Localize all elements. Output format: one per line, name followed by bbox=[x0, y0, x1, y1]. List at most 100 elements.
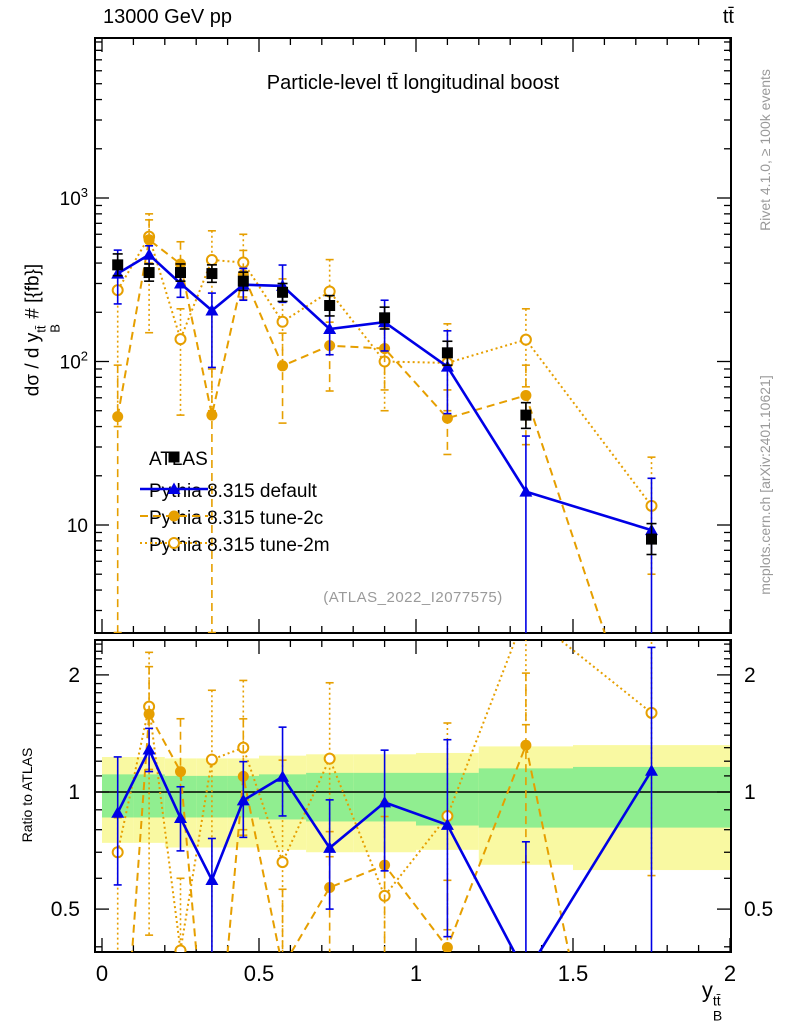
data-point-triangle bbox=[440, 818, 454, 830]
data-point-square bbox=[237, 275, 249, 287]
legend-label-pythia-tune2c: Pythia 8.315 tune-2c bbox=[149, 508, 324, 529]
data-point-triangle bbox=[174, 276, 187, 289]
atlas-marker-icon bbox=[168, 451, 180, 463]
x-tick-label: 1.5 bbox=[558, 961, 589, 986]
ylabel-sub: B bbox=[47, 324, 62, 333]
data-point-triangle bbox=[519, 968, 532, 980]
xlabel-sup: tt̄ bbox=[712, 992, 721, 1009]
main-y-tick-label: 102 bbox=[60, 349, 88, 374]
panel-frames bbox=[94, 37, 732, 953]
data-point-triangle bbox=[205, 304, 219, 316]
data-point-circle-open bbox=[519, 333, 532, 346]
main-y-axis-label: dσ / d y tt̄ B # [{fb}] bbox=[22, 263, 62, 397]
data-point-square bbox=[520, 409, 532, 421]
data-point-triangle bbox=[111, 806, 125, 818]
series-line bbox=[131, 710, 570, 952]
legend-label-pythia-default: Pythia 8.315 default bbox=[149, 481, 317, 502]
ylabel-sup: tt̄ bbox=[33, 325, 49, 333]
ratio-y-tick-label: 2 bbox=[68, 664, 80, 687]
ratio-y-tick-label-right: 1 bbox=[744, 781, 756, 804]
data-point-square bbox=[379, 312, 391, 324]
legend-item-pythia-tune2c: Pythia 8.315 tune-2c bbox=[140, 508, 323, 530]
data-point-circle-open bbox=[323, 752, 336, 765]
data-point-circle-filled bbox=[277, 360, 289, 372]
data-point-circle-filled bbox=[441, 942, 453, 952]
legend-item-atlas: ATLAS bbox=[140, 449, 208, 471]
ratio-series-1 bbox=[111, 646, 658, 980]
main-series-0 bbox=[112, 253, 657, 556]
process-label: tt̄ bbox=[722, 6, 734, 28]
data-point-square bbox=[646, 533, 657, 545]
data-point-triangle bbox=[167, 482, 181, 494]
ratio-y-tick-label-right: 0.5 bbox=[744, 898, 773, 921]
rivet-version-note: Rivet 4.1.0, ≥ 100k events bbox=[757, 69, 773, 231]
legend-item-pythia-default: Pythia 8.315 default bbox=[140, 481, 317, 503]
data-point-circle-open bbox=[205, 753, 218, 766]
data-point-triangle bbox=[378, 795, 392, 808]
ylabel-supsub: tt̄ B bbox=[33, 324, 62, 333]
xlabel-base: y bbox=[701, 977, 713, 1003]
data-point-square bbox=[112, 259, 124, 271]
main-y-tick-label: 103 bbox=[60, 185, 88, 210]
data-point-triangle bbox=[519, 485, 533, 497]
data-point-circle-filled bbox=[175, 766, 186, 778]
x-tick-label: 0 bbox=[96, 961, 108, 986]
beam-energy-label: 13000 GeV pp bbox=[103, 6, 232, 28]
data-point-triangle bbox=[645, 764, 658, 776]
ylabel-suffix: # [{fb}] bbox=[22, 263, 44, 325]
pythia-default-marker-icon bbox=[140, 482, 208, 494]
data-point-circle-open bbox=[276, 856, 289, 869]
legend-label-pythia-tune2m: Pythia 8.315 tune-2m bbox=[149, 535, 330, 556]
ratio-y-tick-label: 1 bbox=[68, 781, 80, 804]
data-point-square bbox=[277, 286, 289, 298]
data-point-triangle bbox=[205, 873, 219, 885]
data-point-triangle bbox=[142, 743, 156, 755]
data-point-triangle bbox=[276, 770, 290, 782]
green-band bbox=[133, 774, 165, 818]
ratio-panel-frame bbox=[94, 639, 732, 953]
data-point-circle-filled bbox=[277, 962, 288, 973]
data-point-circle-filled bbox=[520, 739, 532, 751]
axis-ticks bbox=[95, 38, 731, 952]
main-panel-frame bbox=[94, 37, 732, 634]
x-tick-label: 2 bbox=[724, 961, 736, 986]
data-point-triangle bbox=[323, 322, 337, 335]
plot-title: Particle-level tt̄ longitudinal boost bbox=[266, 72, 560, 94]
data-point-square bbox=[168, 451, 180, 463]
data-point-circle-filled bbox=[441, 412, 453, 424]
pythia-tune2m-marker-icon bbox=[140, 537, 208, 549]
data-point-circle-filled bbox=[112, 411, 124, 423]
ylabel-prefix: dσ / d y bbox=[22, 332, 44, 397]
mcplots-arxiv-note: mcplots.cern.ch [arXiv:2401.10621] bbox=[757, 375, 773, 595]
data-point-circle-open bbox=[174, 333, 187, 346]
xlabel-sub: B bbox=[712, 1007, 723, 1023]
xlabel-supsub: tt̄ B bbox=[713, 993, 722, 1022]
analysis-id-watermark: (ATLAS_2022_I2077575) bbox=[323, 589, 503, 606]
data-point-circle-open bbox=[205, 253, 218, 266]
data-point-square bbox=[175, 267, 186, 279]
ratio-panel-data bbox=[111, 640, 658, 980]
data-point-triangle bbox=[142, 248, 156, 260]
legend-item-pythia-tune2m: Pythia 8.315 tune-2m bbox=[140, 535, 330, 557]
axis-tick-labels: 10 102 103 0.5 0.5 1 1 2 2 0 0.5 1 1.5 2 bbox=[51, 185, 773, 986]
main-y-tick-label: 10 bbox=[67, 516, 88, 537]
x-tick-label: 1 bbox=[410, 961, 422, 986]
x-tick-label: 0.5 bbox=[244, 961, 275, 986]
data-point-circle-filled bbox=[143, 234, 155, 246]
data-point-circle-open bbox=[168, 537, 180, 549]
data-point-circle-filled bbox=[520, 389, 532, 401]
data-point-triangle bbox=[236, 793, 250, 806]
pythia-tune2c-marker-icon bbox=[140, 510, 208, 522]
ratio-y-tick-label: 0.5 bbox=[51, 898, 80, 921]
data-point-circle-open bbox=[276, 315, 289, 328]
data-point-triangle bbox=[323, 841, 337, 853]
ratio-y-axis-label: Ratio to ATLAS bbox=[19, 747, 35, 843]
data-point-circle-open bbox=[174, 944, 187, 952]
data-point-circle-filled bbox=[143, 708, 155, 720]
ratio-y-tick-label-right: 2 bbox=[744, 664, 756, 687]
data-point-square bbox=[206, 268, 218, 280]
data-point-circle-filled bbox=[168, 510, 180, 522]
data-point-square bbox=[441, 347, 453, 359]
